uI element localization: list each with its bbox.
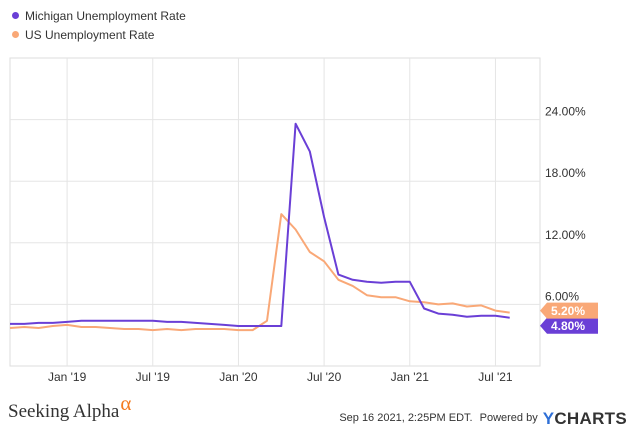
end-label-tag-1 (540, 302, 598, 319)
x-tick-label: Jul '20 (307, 370, 342, 384)
series-lines (9, 122, 510, 332)
legend-label-us: US Unemployment Rate (25, 27, 155, 42)
ycharts-text: CHARTS (554, 409, 627, 428)
x-tick-label: Jan '20 (219, 370, 258, 384)
footer-meta: Sep 16 2021, 2:25PM EDT. Powered by YCHA… (339, 408, 627, 428)
x-tick-label: Jul '19 (136, 370, 171, 384)
x-tick-label: Jan '21 (391, 370, 430, 384)
legend-dot-michigan (12, 12, 19, 19)
ycharts-y: Y (542, 409, 555, 428)
ycharts-logo[interactable]: YCHARTS (543, 409, 627, 429)
x-tick-label: Jul '21 (478, 370, 513, 384)
end-label-text-0: 4.80% (551, 319, 585, 333)
x-tick-label: Jan '19 (48, 370, 87, 384)
legend-item-michigan[interactable]: Michigan Unemployment Rate (6, 6, 186, 25)
legend-item-us[interactable]: US Unemployment Rate (6, 25, 186, 44)
y-tick-label: 12.00% (545, 228, 586, 242)
y-axis-tick-labels: 6.00% 12.00% 18.00% 24.00% (545, 105, 586, 304)
x-axis-tick-labels: Jan '19 Jul '19 Jan '20 Jul '20 Jan '21 Jul '… (48, 370, 513, 384)
alpha-symbol: α (120, 391, 132, 415)
legend: Michigan Unemployment Rate US Unemployme… (6, 6, 186, 44)
y-tick-label: 18.00% (545, 166, 586, 180)
end-label-text-1: 5.20% (551, 304, 585, 318)
timestamp: Sep 16 2021, 2:25PM EDT. (339, 412, 473, 424)
legend-label-michigan: Michigan Unemployment Rate (25, 8, 186, 23)
seeking-alpha-logo[interactable]: Seeking Alphaα (8, 391, 131, 423)
y-tick-label: 24.00% (545, 105, 586, 119)
end-value-labels: 4.80%5.20% (540, 302, 598, 334)
end-label-tag-0 (540, 317, 598, 334)
series-line-0 (10, 122, 510, 327)
plot-area-border (9, 57, 541, 367)
powered-by-text: Powered by (479, 412, 538, 424)
y-tick-label: 6.00% (545, 289, 579, 303)
brand-name: Seeking Alpha (8, 401, 120, 422)
legend-dot-us (12, 31, 19, 38)
